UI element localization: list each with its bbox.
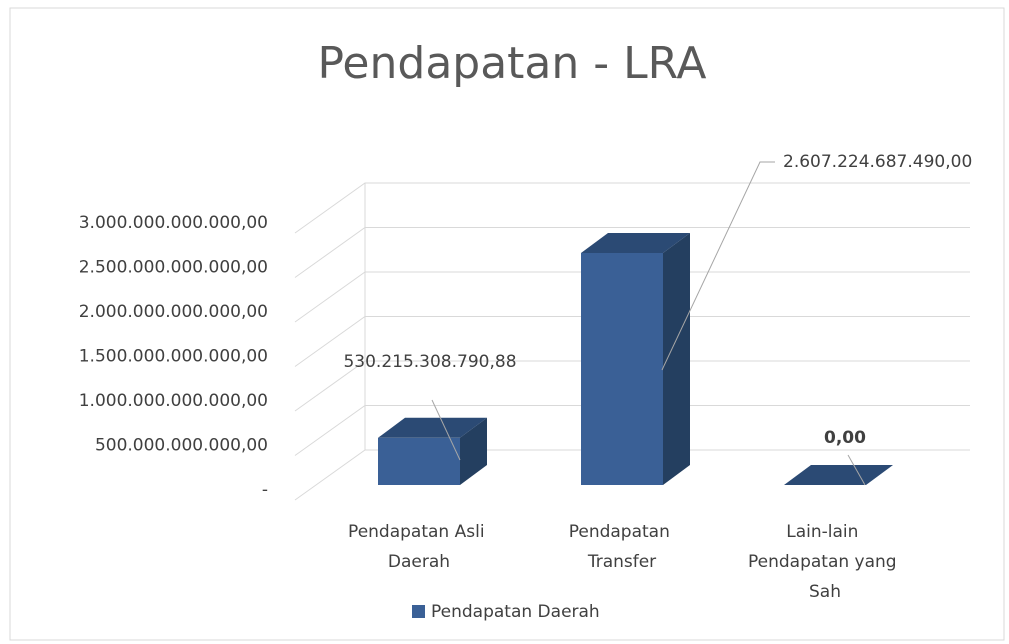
chart-title: Pendapatan - LRA (317, 38, 706, 89)
data-label: 0,00 (824, 428, 866, 448)
y-tick-label: 2.500.000.000.000,00 (79, 258, 268, 278)
y-tick-label: 3.000.000.000.000,00 (79, 213, 268, 233)
y-tick-label: 2.000.000.000.000,00 (79, 302, 268, 322)
y-tick-label: 1.500.000.000.000,00 (79, 347, 268, 367)
bar-top (378, 417, 487, 438)
x-tick-label: Lain-lain Pendapatan yang Sah (748, 522, 902, 602)
legend-swatch (412, 605, 425, 618)
leader-line (431, 399, 461, 461)
data-label: 2.607.224.687.490,00 (783, 152, 972, 172)
bar-side (460, 417, 487, 485)
bar-top (581, 232, 690, 253)
y-tick-label: 1.000.000.000.000,00 (79, 391, 268, 411)
chart-border (9, 7, 1005, 641)
legend-label: Pendapatan Daerah (431, 602, 600, 622)
x-tick-label: Pendapatan Transfer (569, 522, 676, 572)
bar-top (784, 465, 893, 485)
y-tick-label: - (262, 480, 268, 500)
bar (378, 437, 460, 485)
x-tick-label: Pendapatan Asli Daerah (348, 522, 490, 572)
leader-line (847, 454, 866, 486)
bar-side (663, 232, 690, 485)
leader-line (661, 161, 775, 371)
y-tick-label: 500.000.000.000,00 (95, 436, 268, 456)
bar (581, 252, 663, 485)
data-label: 530.215.308.790,88 (343, 352, 516, 372)
